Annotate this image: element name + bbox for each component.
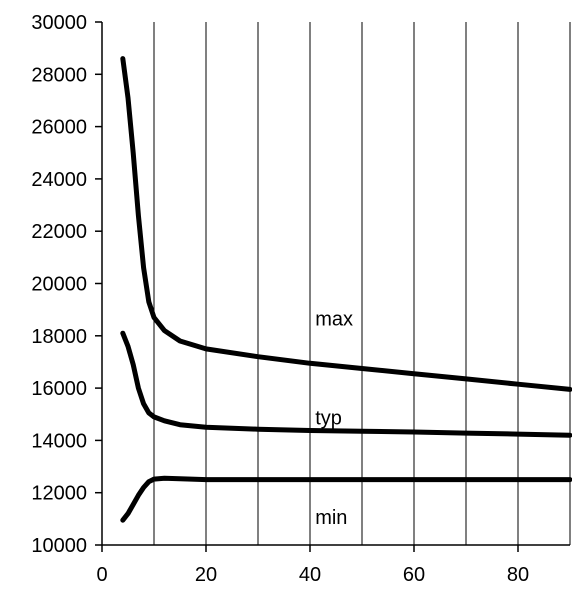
y-tick-label: 28000: [31, 64, 87, 86]
y-tick-label: 16000: [31, 378, 87, 400]
y-tick-label: 10000: [31, 535, 87, 557]
x-tick-label: 60: [403, 564, 425, 586]
series-label-max: max: [315, 308, 353, 330]
series-label-typ: typ: [315, 408, 342, 430]
y-tick-label: 12000: [31, 483, 87, 505]
x-tick-label: 40: [299, 564, 321, 586]
label-layer: max typ min: [315, 308, 353, 529]
y-tick-label: 14000: [31, 430, 87, 452]
series-line-min: [120, 475, 572, 523]
y-tick-label: 24000: [31, 169, 87, 191]
grid-layer: [153, 22, 571, 545]
series-label-min: min: [315, 507, 347, 529]
series-line-typ: [120, 330, 572, 438]
axis-layer: 10000 12000 14000 16000 18000 20000 22000 24000…: [31, 12, 570, 586]
y-tick-label: 26000: [31, 117, 87, 139]
x-tick-label: 20: [195, 564, 217, 586]
x-tick-label: 0: [96, 564, 107, 586]
series-layer: [120, 56, 572, 523]
y-tick-label: 20000: [31, 274, 87, 296]
y-tick-label: 30000: [31, 12, 87, 34]
x-tick-label: 80: [507, 564, 529, 586]
y-tick-label: 22000: [31, 221, 87, 243]
y-tick-label: 18000: [31, 326, 87, 348]
series-line-max: [120, 56, 572, 392]
